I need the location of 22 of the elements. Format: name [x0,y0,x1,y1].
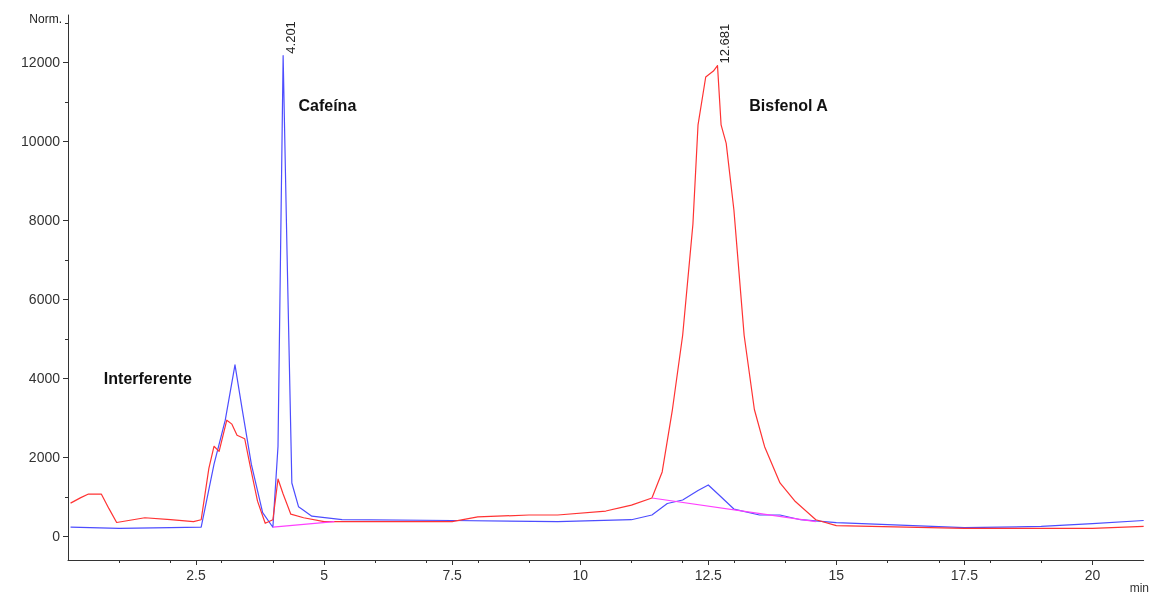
annotation: Bisfenol A [749,97,829,115]
annotation: Interferente [103,369,192,387]
x-axis-title: min [1129,581,1150,594]
y-tick-label: 10000 [21,133,61,150]
x-tick-label: 2.5 [186,567,206,583]
annotation: Cafeína [298,97,357,115]
y-tick-label: 12000 [21,54,61,71]
y-tick-label: 8000 [28,212,61,229]
x-tick-label: 17.5 [950,567,979,583]
y-axis-title: Norm. [29,12,62,26]
x-tick-label: 10 [572,567,589,583]
y-tick-label: 4000 [28,370,61,387]
x-tick-label: 7.5 [442,567,463,583]
y-tick-label: 6000 [28,291,61,308]
annotation: 4.201 [282,21,298,54]
x-tick-label: 20 [1084,567,1101,583]
x-tick-label: 15 [828,567,845,583]
x-tick-label: 5 [320,567,329,583]
y-tick-label: 2000 [28,449,61,466]
annotation: 12.681 [717,23,733,64]
x-tick-label: 12.5 [694,567,723,583]
y-tick-label: 0 [52,528,61,545]
